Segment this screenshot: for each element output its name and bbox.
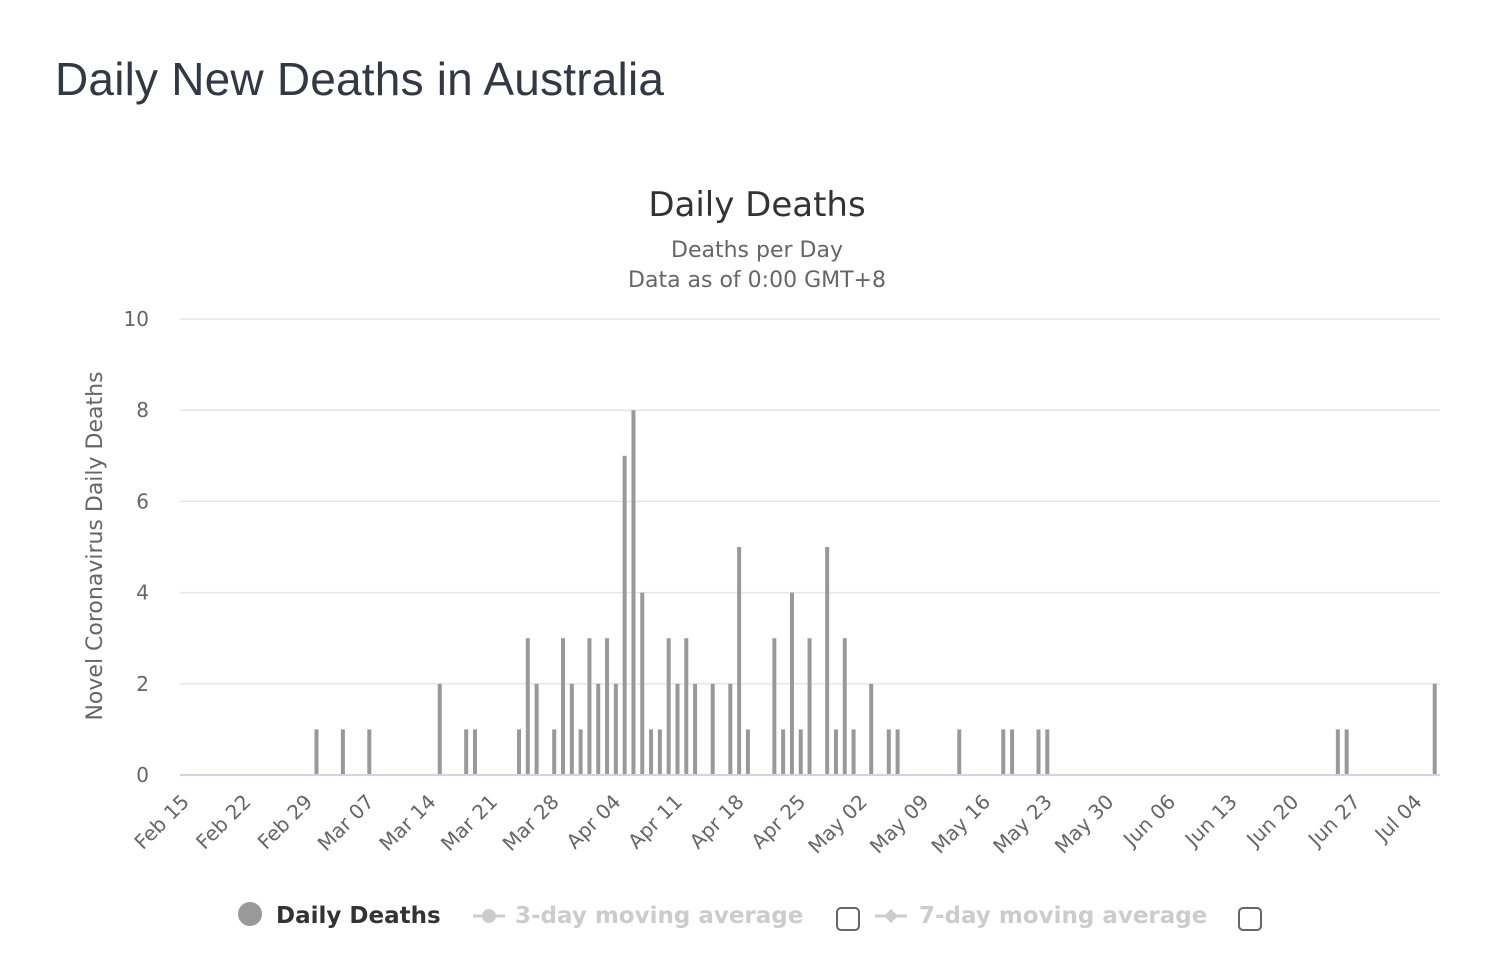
bars (314, 410, 1437, 775)
bar-2020-04-06[interactable] (631, 410, 636, 775)
bar-2020-04-30[interactable] (842, 638, 847, 775)
bar-2020-03-26[interactable] (534, 683, 539, 775)
bar-2020-04-28[interactable] (825, 547, 830, 775)
x-tick-label-apr-25: Apr 25 (746, 790, 810, 854)
bar-2020-04-13[interactable] (693, 683, 698, 775)
bar-2020-04-12[interactable] (684, 638, 689, 775)
bar-2020-03-28[interactable] (552, 729, 557, 775)
x-tick-label-jun-13: Jun 13 (1179, 790, 1242, 853)
y-tick-label-10: 10 (124, 307, 149, 331)
x-tick-label-mar-07: Mar 07 (313, 790, 379, 856)
bar-2020-03-24[interactable] (516, 729, 521, 775)
bar-2020-04-15[interactable] (710, 683, 715, 775)
bar-2020-05-01[interactable] (851, 729, 856, 775)
bar-2020-03-30[interactable] (569, 683, 574, 775)
bar-2020-04-25[interactable] (798, 729, 803, 775)
legend-label-3-day-average: 3-day moving average (515, 903, 803, 929)
y-tick-label-8: 8 (136, 398, 149, 422)
bar-2020-05-03[interactable] (869, 683, 874, 775)
x-tick-label-feb-15: Feb 15 (129, 790, 194, 855)
chart-subtitle-line2: Data as of 0:00 GMT+8 (628, 268, 886, 293)
bar-2020-04-01[interactable] (587, 638, 592, 775)
x-tick-label-mar-21: Mar 21 (436, 790, 502, 856)
bar-2020-04-18[interactable] (737, 547, 742, 775)
x-tick-label-mar-14: Mar 14 (374, 790, 440, 856)
y-tick-label-6: 6 (136, 489, 149, 513)
legend-label-7-day-average: 7-day moving average (919, 903, 1207, 929)
legend-marker-3-day (482, 909, 496, 923)
legend-checkbox-3-day[interactable] (836, 907, 860, 931)
bar-2020-03-18[interactable] (464, 729, 469, 775)
legend-marker-daily-deaths (238, 902, 262, 926)
bar-2020-04-04[interactable] (613, 683, 618, 775)
bar-2020-04-29[interactable] (833, 729, 838, 775)
chart-title: Daily Deaths (648, 185, 865, 225)
bar-2020-03-07[interactable] (367, 729, 372, 775)
bar-2020-05-22[interactable] (1036, 729, 1041, 775)
bar-2020-05-13[interactable] (957, 729, 962, 775)
bar-2020-04-08[interactable] (649, 729, 654, 775)
bar-2020-04-10[interactable] (666, 638, 671, 775)
x-tick-label-may-30: May 30 (1050, 790, 1119, 859)
legend-item-7-day-average[interactable]: 7-day moving average (875, 903, 1207, 929)
chart-subtitle-line1: Deaths per Day (671, 238, 843, 263)
x-tick-label-apr-11: Apr 11 (623, 790, 687, 854)
x-tick-label-mar-28: Mar 28 (498, 790, 564, 856)
bar-2020-03-19[interactable] (472, 729, 477, 775)
x-tick-label-feb-29: Feb 29 (253, 790, 318, 855)
bar-2020-04-19[interactable] (745, 729, 750, 775)
y-tick-label-2: 2 (136, 672, 149, 696)
x-tick-label-feb-22: Feb 22 (191, 790, 256, 855)
grid-lines (180, 318, 1440, 685)
bar-2020-05-18[interactable] (1001, 729, 1006, 775)
bar-2020-06-25[interactable] (1335, 729, 1340, 775)
bar-2020-03-25[interactable] (525, 638, 530, 775)
bar-2020-03-01[interactable] (314, 729, 319, 775)
y-tick-label-4: 4 (136, 581, 149, 605)
x-tick-label-may-02: May 02 (803, 790, 872, 859)
bar-2020-04-09[interactable] (657, 729, 662, 775)
x-tick-label-may-23: May 23 (988, 790, 1057, 859)
legend-marker-7-day (884, 909, 898, 923)
bar-2020-03-15[interactable] (437, 683, 442, 775)
bar-2020-05-05[interactable] (886, 729, 891, 775)
bar-2020-04-02[interactable] (596, 683, 601, 775)
x-tick-label-jul-04: Jul 04 (1369, 790, 1427, 848)
bar-2020-04-26[interactable] (807, 638, 812, 775)
bar-2020-06-26[interactable] (1344, 729, 1349, 775)
bar-2020-04-07[interactable] (640, 592, 645, 775)
x-tick-label-jun-27: Jun 27 (1302, 790, 1365, 853)
bar-2020-05-23[interactable] (1045, 729, 1050, 775)
bar-2020-04-11[interactable] (675, 683, 680, 775)
legend-item-3-day-average[interactable]: 3-day moving average (473, 903, 803, 929)
x-tick-label-apr-18: Apr 18 (685, 790, 749, 854)
legend-checkbox-7-day[interactable] (1238, 907, 1262, 931)
bar-2020-03-31[interactable] (578, 729, 583, 775)
bar-2020-05-06[interactable] (895, 729, 900, 775)
legend-label-daily-deaths: Daily Deaths (276, 903, 441, 929)
page-title: Daily New Deaths in Australia (55, 53, 665, 105)
bar-2020-04-17[interactable] (728, 683, 733, 775)
bar-2020-04-03[interactable] (605, 638, 610, 775)
bar-2020-07-06[interactable] (1432, 683, 1437, 775)
bar-2020-04-05[interactable] (622, 455, 627, 775)
x-tick-label-apr-04: Apr 04 (561, 790, 625, 854)
bar-2020-04-24[interactable] (789, 592, 794, 775)
y-axis-ticks: 0 2 4 6 8 10 (124, 307, 149, 787)
bar-2020-05-19[interactable] (1010, 729, 1015, 775)
y-tick-label-0: 0 (136, 763, 149, 787)
bar-2020-04-23[interactable] (781, 729, 786, 775)
y-axis-title: Novel Coronavirus Daily Deaths (83, 371, 108, 720)
bar-2020-04-22[interactable] (772, 638, 777, 775)
x-tick-label-may-16: May 16 (926, 790, 995, 859)
bar-2020-03-29[interactable] (561, 638, 566, 775)
bar-2020-03-04[interactable] (340, 729, 345, 775)
x-tick-label-jun-06: Jun 06 (1117, 790, 1180, 853)
x-tick-label-may-09: May 09 (865, 790, 934, 859)
x-tick-label-jun-20: Jun 20 (1240, 790, 1303, 853)
legend-item-daily-deaths[interactable]: Daily Deaths (238, 902, 441, 929)
